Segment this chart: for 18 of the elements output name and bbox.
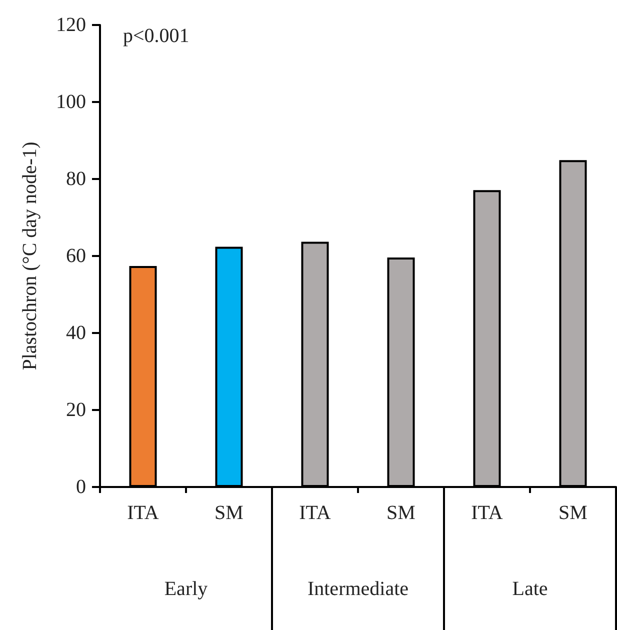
text: Intermediate	[307, 578, 409, 600]
y-tick-label: 100	[56, 91, 86, 113]
x-tick-label: ITA	[471, 502, 504, 524]
x-tick-label: SM	[214, 502, 244, 524]
y-tick-label: 0	[76, 476, 86, 498]
text: Early	[164, 578, 208, 600]
y-tick-label: 80	[66, 168, 86, 190]
x-tick-label: SM	[558, 502, 588, 524]
x-tick-label: ITA	[299, 502, 332, 524]
x-tick-label: ITA	[127, 502, 160, 524]
text: Late	[512, 578, 548, 600]
x-tick-label: SM	[386, 502, 416, 524]
y-tick-label: 20	[66, 399, 86, 421]
y-tick-label: 40	[66, 322, 86, 344]
y-tick-label: 60	[66, 245, 86, 267]
y-tick-label: 120	[56, 14, 86, 36]
y-axis-title: Plastochron (°C day node-1)	[19, 142, 41, 370]
annotation: p<0.001	[123, 25, 190, 47]
